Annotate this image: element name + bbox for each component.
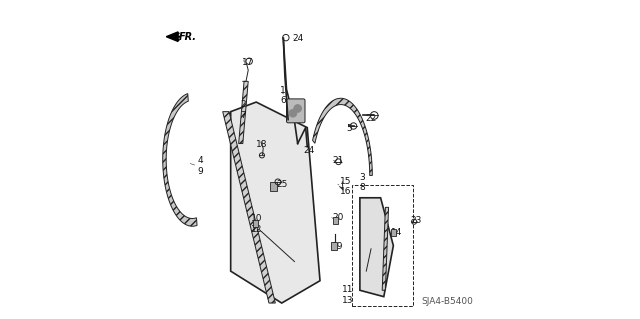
Polygon shape (163, 93, 197, 226)
Text: 19: 19 (332, 242, 343, 251)
Text: SJA4-B5400: SJA4-B5400 (421, 297, 473, 306)
Text: 4
9: 4 9 (198, 156, 204, 175)
Text: 24: 24 (303, 146, 315, 155)
Polygon shape (312, 98, 372, 175)
Text: 23: 23 (410, 216, 421, 225)
FancyBboxPatch shape (333, 217, 338, 224)
Circle shape (294, 105, 301, 112)
Text: 17: 17 (242, 58, 253, 67)
Text: 2
7: 2 7 (240, 100, 246, 120)
Circle shape (289, 109, 297, 117)
Text: 5: 5 (346, 124, 352, 133)
Text: 10
12: 10 12 (250, 214, 262, 234)
Polygon shape (230, 102, 320, 303)
Text: 18: 18 (256, 140, 268, 149)
Polygon shape (360, 198, 394, 297)
Text: 21: 21 (333, 156, 344, 165)
FancyBboxPatch shape (253, 220, 259, 227)
FancyBboxPatch shape (270, 182, 277, 191)
Text: 1
6: 1 6 (280, 86, 286, 105)
Polygon shape (239, 81, 248, 144)
Text: FR.: FR. (179, 32, 197, 42)
Text: 14: 14 (391, 228, 402, 237)
FancyBboxPatch shape (332, 242, 337, 250)
FancyBboxPatch shape (287, 99, 305, 123)
Text: 24: 24 (292, 34, 303, 43)
Text: 11
13: 11 13 (342, 286, 354, 305)
Text: 15
16: 15 16 (340, 177, 351, 196)
Polygon shape (166, 32, 178, 41)
Polygon shape (223, 112, 275, 303)
Text: 22: 22 (365, 114, 377, 123)
Text: 25: 25 (276, 180, 287, 189)
FancyBboxPatch shape (391, 229, 396, 236)
Text: 3
8: 3 8 (359, 173, 365, 192)
Polygon shape (382, 207, 388, 290)
Text: 20: 20 (332, 213, 344, 222)
